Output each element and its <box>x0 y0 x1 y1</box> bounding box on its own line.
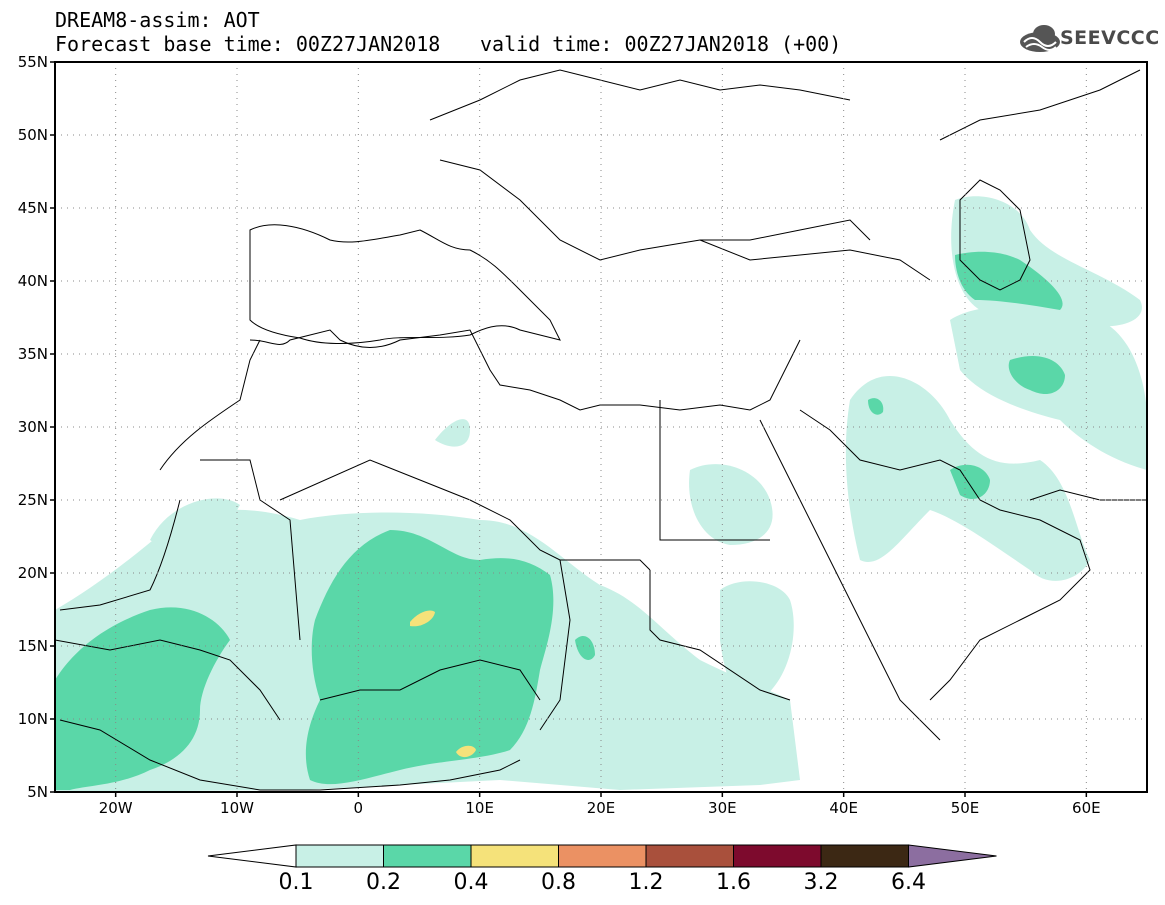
colorbar-segment <box>733 844 822 868</box>
forecast-base-time: Forecast base time: 00Z27JAN2018 <box>55 32 441 56</box>
lon-label: 0 <box>354 799 364 817</box>
lat-label: 35N <box>18 345 48 363</box>
lat-label: 45N <box>18 199 48 217</box>
aot-field-high <box>410 610 476 758</box>
colorbar-label: 0.1 <box>278 870 314 895</box>
colorbar-label: 3.2 <box>803 870 839 895</box>
lat-label: 20N <box>18 564 48 582</box>
colorbar-segment <box>470 844 559 868</box>
aot-field-mid <box>55 251 1065 790</box>
colorbar-segment <box>820 844 909 868</box>
lon-label: 30E <box>708 799 737 817</box>
colorbar-label: 6.4 <box>891 870 926 895</box>
lat-label: 55N <box>18 53 48 71</box>
lat-label: 10N <box>18 710 48 728</box>
lat-label: 25N <box>18 491 48 509</box>
valid-time: valid time: 00Z27JAN2018 (+00) <box>480 32 842 56</box>
colorbar-label: 1.6 <box>716 870 751 895</box>
colorbar-min-arrow <box>207 844 297 868</box>
lat-label: 50N <box>18 126 48 144</box>
cloud-icon <box>1020 25 1060 52</box>
lon-label: 50E <box>951 799 980 817</box>
colorbar-max-arrow <box>908 844 997 868</box>
graticule <box>55 62 1147 792</box>
colorbar-label: 0.8 <box>541 870 576 895</box>
colorbar-segment <box>558 844 647 868</box>
lat-label: 40N <box>18 272 48 290</box>
lat-label: 30N <box>18 418 48 436</box>
lat-label: 15N <box>18 637 48 655</box>
lon-label: 10E <box>465 799 494 817</box>
lon-label: 10W <box>220 799 254 817</box>
lon-label: 20W <box>99 799 133 817</box>
lon-label: 40E <box>829 799 858 817</box>
colorbar-segment <box>645 844 734 868</box>
lon-label: 20E <box>587 799 616 817</box>
colorbar <box>207 844 997 868</box>
logo-text: SEEVCCC <box>1060 27 1160 49</box>
colorbar-segment <box>295 844 384 868</box>
lat-label: 5N <box>27 783 48 801</box>
colorbar-label: 1.2 <box>628 870 664 895</box>
seevccc-logo <box>1020 25 1060 52</box>
colorbar-segment <box>383 844 472 868</box>
colorbar-label: 0.2 <box>366 870 401 895</box>
map-title: DREAM8-assim: AOT <box>55 8 260 32</box>
lon-label: 60E <box>1072 799 1101 817</box>
colorbar-label: 0.4 <box>453 870 489 895</box>
coastlines <box>55 69 1147 791</box>
